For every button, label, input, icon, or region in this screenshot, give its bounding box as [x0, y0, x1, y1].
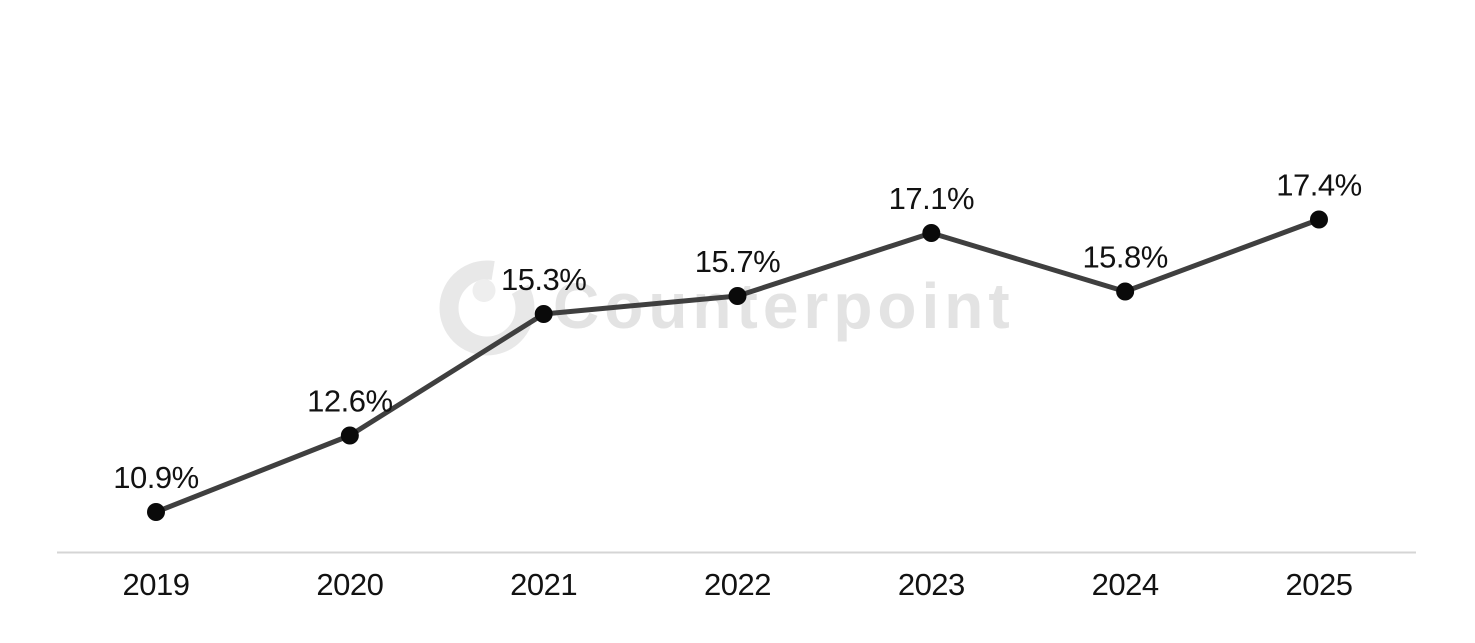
x-axis-tick-label: 2021 [510, 567, 577, 602]
data-point-label: 17.1% [889, 181, 974, 216]
data-point [147, 503, 165, 521]
x-axis-tick-label: 2022 [704, 567, 771, 602]
data-point-label: 12.6% [307, 384, 392, 419]
x-axis-tick-label: 2020 [316, 567, 383, 602]
data-point-label: 10.9% [113, 460, 198, 495]
x-axis-tick-label: 2023 [898, 567, 965, 602]
data-point [1309, 210, 1328, 229]
data-point [728, 287, 747, 305]
data-point [534, 305, 553, 323]
data-point [1116, 282, 1135, 301]
data-point [922, 224, 941, 242]
x-axis-tick-label: 2024 [1092, 567, 1159, 602]
x-axis-tick-label: 2019 [123, 567, 190, 602]
data-point [340, 426, 359, 445]
data-point-label: 15.7% [695, 244, 780, 279]
data-point-label: 15.8% [1082, 240, 1167, 275]
data-point-label: 17.4% [1276, 168, 1361, 203]
data-point-label: 15.3% [501, 262, 586, 297]
x-axis-tick-label: 2025 [1285, 567, 1352, 602]
